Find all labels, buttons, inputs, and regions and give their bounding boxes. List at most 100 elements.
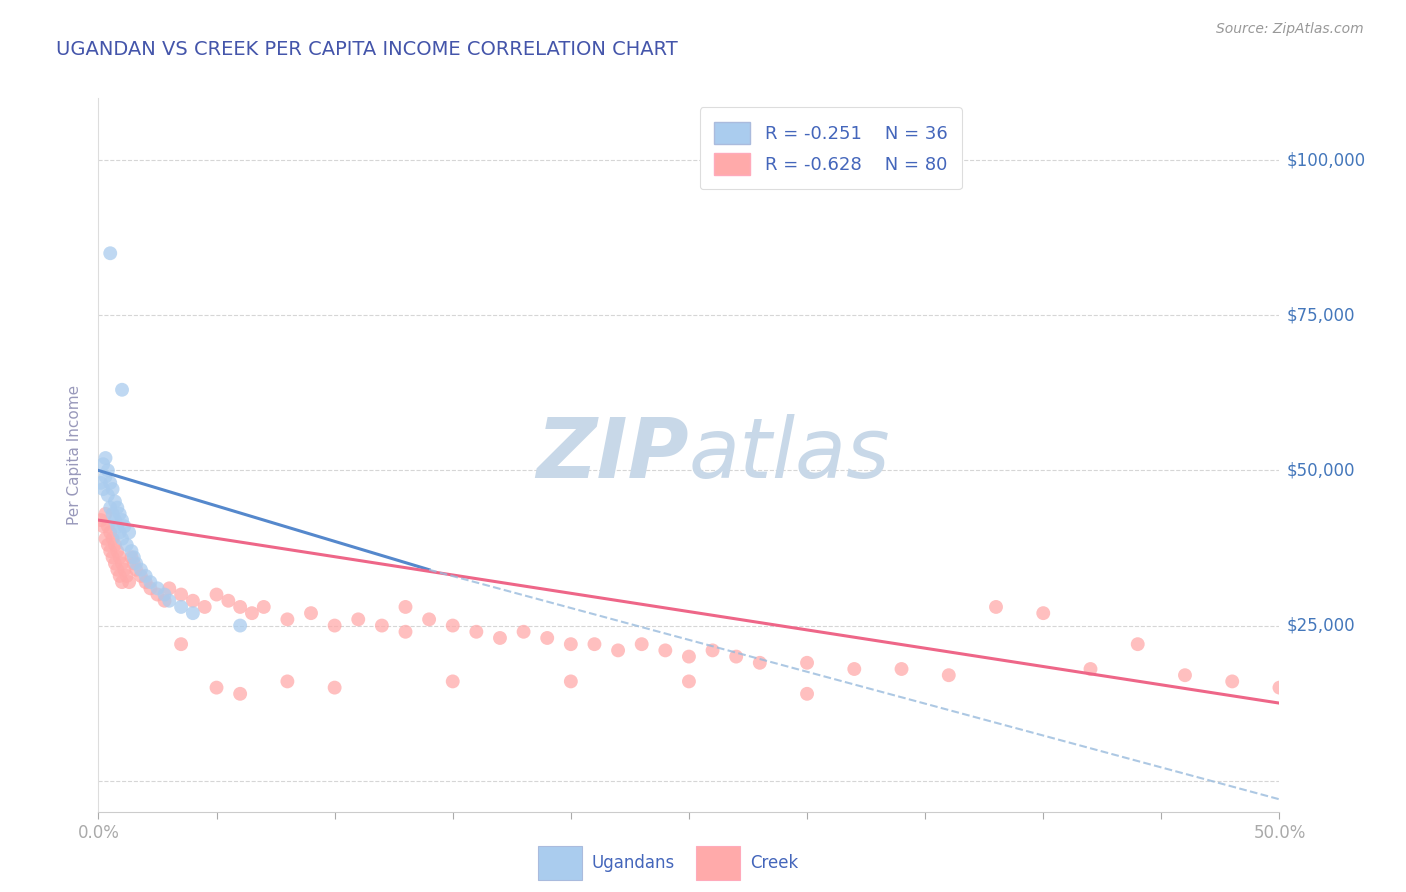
- Point: [465, 624, 488, 639]
- Text: Creek: Creek: [751, 854, 799, 872]
- Point: [129, 563, 152, 577]
- Point: [394, 624, 416, 639]
- Point: [253, 599, 276, 614]
- Point: [98, 475, 121, 490]
- Point: [217, 593, 239, 607]
- Point: [418, 612, 440, 626]
- Point: [678, 674, 700, 689]
- Text: UGANDAN VS CREEK PER CAPITA INCOME CORRELATION CHART: UGANDAN VS CREEK PER CAPITA INCOME CORRE…: [56, 40, 678, 59]
- Text: Source: ZipAtlas.com: Source: ZipAtlas.com: [1216, 22, 1364, 37]
- Point: [104, 557, 127, 571]
- Point: [94, 469, 117, 483]
- FancyBboxPatch shape: [696, 846, 740, 880]
- Point: [135, 575, 157, 590]
- Point: [702, 643, 724, 657]
- Point: [607, 643, 630, 657]
- Point: [97, 463, 120, 477]
- Point: [890, 662, 912, 676]
- Point: [90, 475, 112, 490]
- Point: [98, 246, 121, 260]
- Point: [229, 687, 252, 701]
- Point: [796, 687, 818, 701]
- Point: [170, 599, 193, 614]
- Text: Ugandans: Ugandans: [592, 854, 675, 872]
- Point: [1268, 681, 1291, 695]
- Point: [94, 450, 117, 465]
- Point: [90, 513, 112, 527]
- Point: [135, 569, 157, 583]
- Point: [122, 550, 145, 565]
- Text: $25,000: $25,000: [1286, 616, 1355, 634]
- Point: [118, 575, 141, 590]
- Point: [115, 569, 138, 583]
- Point: [796, 656, 818, 670]
- Point: [1174, 668, 1197, 682]
- Point: [101, 550, 124, 565]
- Point: [105, 519, 128, 533]
- Point: [181, 593, 204, 607]
- Point: [146, 588, 169, 602]
- Point: [194, 599, 217, 614]
- Point: [170, 637, 193, 651]
- Text: $75,000: $75,000: [1286, 306, 1355, 325]
- Point: [111, 383, 134, 397]
- Point: [98, 500, 121, 515]
- Point: [229, 599, 252, 614]
- Point: [323, 681, 346, 695]
- Point: [108, 525, 131, 540]
- Point: [489, 631, 512, 645]
- Point: [125, 563, 148, 577]
- Point: [97, 488, 120, 502]
- Point: [984, 599, 1007, 614]
- Y-axis label: Per Capita Income: Per Capita Income: [67, 384, 83, 525]
- Point: [105, 563, 128, 577]
- Point: [91, 457, 114, 471]
- Point: [139, 575, 162, 590]
- Point: [441, 618, 464, 632]
- Point: [139, 582, 162, 596]
- Point: [112, 519, 135, 533]
- Point: [105, 544, 128, 558]
- Legend: R = -0.251    N = 36, R = -0.628    N = 80: R = -0.251 N = 36, R = -0.628 N = 80: [700, 107, 962, 189]
- Point: [299, 606, 322, 620]
- Point: [98, 525, 121, 540]
- Point: [111, 557, 134, 571]
- FancyBboxPatch shape: [537, 846, 582, 880]
- Point: [108, 507, 131, 521]
- Point: [153, 588, 176, 602]
- Point: [240, 606, 263, 620]
- Point: [104, 513, 127, 527]
- Point: [205, 681, 228, 695]
- Point: [229, 618, 252, 632]
- Point: [115, 538, 138, 552]
- Point: [276, 612, 298, 626]
- Point: [678, 649, 700, 664]
- Text: $50,000: $50,000: [1286, 461, 1355, 479]
- Text: ZIP: ZIP: [536, 415, 689, 495]
- Point: [347, 612, 370, 626]
- Point: [118, 525, 141, 540]
- Point: [1126, 637, 1149, 651]
- Point: [101, 482, 124, 496]
- Point: [512, 624, 534, 639]
- Point: [748, 656, 770, 670]
- Point: [94, 532, 117, 546]
- Point: [111, 532, 134, 546]
- Point: [394, 599, 416, 614]
- Point: [104, 538, 127, 552]
- Point: [170, 588, 193, 602]
- Point: [1220, 674, 1243, 689]
- Point: [844, 662, 866, 676]
- Point: [97, 519, 120, 533]
- Point: [98, 544, 121, 558]
- Point: [121, 544, 143, 558]
- Point: [94, 507, 117, 521]
- Point: [108, 569, 131, 583]
- Point: [560, 674, 582, 689]
- Point: [112, 563, 135, 577]
- Point: [125, 557, 148, 571]
- Point: [157, 582, 180, 596]
- Point: [1032, 606, 1054, 620]
- Point: [583, 637, 606, 651]
- Point: [323, 618, 346, 632]
